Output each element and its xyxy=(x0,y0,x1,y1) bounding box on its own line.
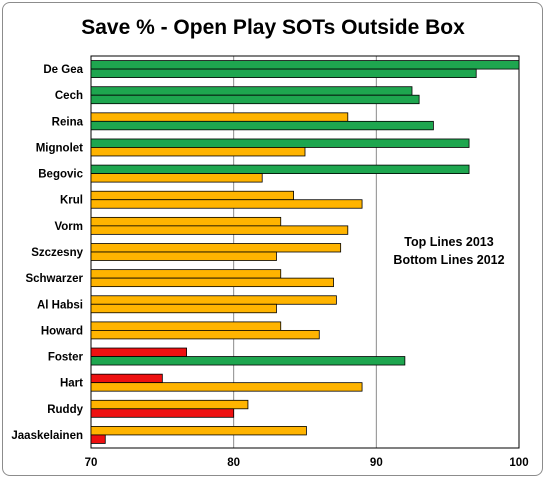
category-label: Hart xyxy=(60,378,83,390)
category-label: Schwarzer xyxy=(25,273,83,285)
bar-top-schwarzer xyxy=(90,269,282,279)
category-label: De Gea xyxy=(43,64,83,76)
bar-top-szczesny xyxy=(90,243,342,253)
category-label: Vorm xyxy=(54,221,83,233)
x-tick-label: 70 xyxy=(85,457,98,469)
bar-top-begovic xyxy=(90,164,470,175)
category-label: Cech xyxy=(55,90,83,102)
bar-bottom-schwarzer xyxy=(90,277,334,288)
bar-top-cech xyxy=(90,86,413,96)
bar-bottom-mignolet xyxy=(90,147,306,157)
x-tick-label: 80 xyxy=(227,457,240,469)
bar-top-al-habsi xyxy=(90,295,337,305)
bars-layer xyxy=(90,60,520,444)
bar-top-vorm xyxy=(90,216,282,227)
bar-top-howard xyxy=(90,321,282,331)
bar-top-krul xyxy=(90,190,294,201)
bar-bottom-vorm xyxy=(90,225,349,235)
category-label: Begovic xyxy=(38,169,83,181)
bar-top-ruddy xyxy=(90,399,249,410)
x-tick-label: 100 xyxy=(509,457,528,469)
bar-top-de-gea xyxy=(90,60,520,70)
bar-top-foster xyxy=(90,347,187,357)
chart-title: Save % - Open Play SOTs Outside Box xyxy=(81,16,465,39)
category-label: Foster xyxy=(48,352,84,364)
bar-bottom-szczesny xyxy=(90,251,277,261)
bar-bottom-howard xyxy=(90,329,320,340)
bar-top-reina xyxy=(90,112,349,122)
category-label: Szczesny xyxy=(31,247,83,259)
annotation-line-1: Top Lines 2013 xyxy=(404,235,493,249)
category-label: Reina xyxy=(52,116,84,128)
category-labels: De Gea Cech Reina Mignolet Begovic Krul Vorm Sz… xyxy=(11,64,83,442)
bar-bottom-krul xyxy=(90,199,363,209)
chart-frame xyxy=(2,2,543,476)
category-label: Ruddy xyxy=(47,404,83,416)
bar-top-jaaskelainen xyxy=(90,426,307,436)
category-label: Al Habsi xyxy=(37,299,83,311)
x-tick-label: 90 xyxy=(370,457,383,469)
bar-bottom-begovic xyxy=(90,173,263,183)
category-label: Howard xyxy=(41,325,83,337)
bar-top-mignolet xyxy=(90,138,470,148)
bar-top-hart xyxy=(90,373,163,384)
category-label: Jaaskelainen xyxy=(11,430,83,442)
bar-bottom-al-habsi xyxy=(90,303,277,314)
annotation-line-2: Bottom Lines 2012 xyxy=(393,253,504,267)
bar-bottom-cech xyxy=(90,94,420,105)
bar-bottom-ruddy xyxy=(90,408,235,418)
x-axis-ticks: 70 80 90 100 xyxy=(85,457,529,469)
category-label: Krul xyxy=(60,195,83,207)
bar-bottom-foster xyxy=(90,356,406,366)
bar-bottom-jaaskelainen xyxy=(90,434,106,444)
bar-bottom-reina xyxy=(90,120,434,131)
bar-bottom-de-gea xyxy=(90,68,477,78)
bar-bottom-hart xyxy=(90,382,363,392)
category-label: Mignolet xyxy=(36,142,83,154)
